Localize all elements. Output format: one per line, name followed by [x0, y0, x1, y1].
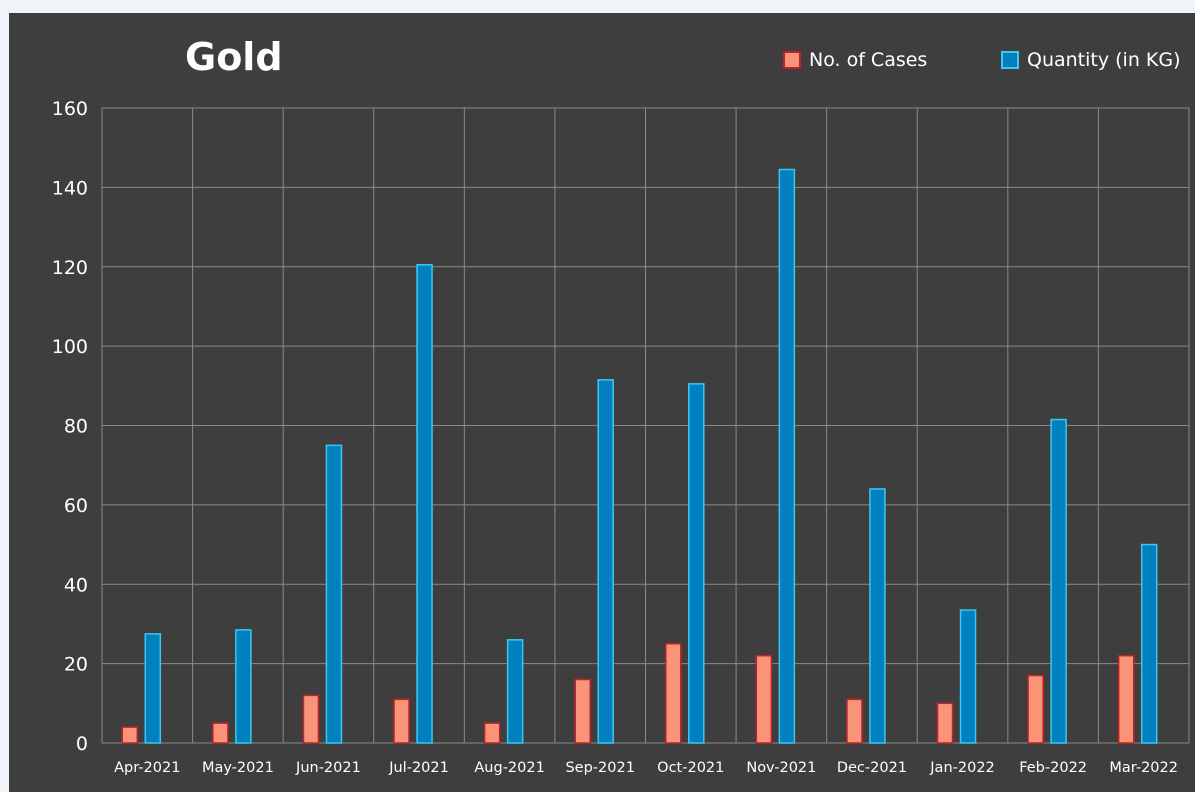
bar-cases — [483, 722, 501, 744]
bar-quantity — [688, 383, 705, 744]
y-tick-label: 140 — [52, 177, 88, 199]
bar-cases — [755, 654, 773, 744]
bar-cases — [121, 726, 139, 744]
x-tick-label: Jun-2021 — [295, 760, 361, 776]
x-tick-label: Jul-2021 — [388, 760, 449, 776]
legend-swatch-quantity — [1001, 51, 1019, 69]
y-tick-label: 0 — [76, 733, 88, 755]
bar-cases — [212, 722, 229, 744]
y-tick-label: 40 — [64, 574, 88, 596]
bar-quantity — [1050, 418, 1067, 744]
y-tick-label: 100 — [52, 336, 88, 358]
x-tick-label: Apr-2021 — [114, 760, 180, 776]
legend-item-quantity: Quantity (in KG) — [1001, 48, 1181, 72]
x-tick-label: Oct-2021 — [657, 760, 724, 776]
bar-quantity — [506, 639, 524, 744]
bar-cases — [1117, 654, 1135, 744]
x-tick-label: Aug-2021 — [474, 760, 544, 776]
y-tick-label: 160 — [52, 98, 88, 120]
bar-quantity — [144, 633, 162, 744]
y-tick-label: 60 — [64, 495, 88, 517]
bar-quantity — [778, 168, 796, 744]
bar-quantity — [959, 609, 977, 744]
y-tick-label: 20 — [64, 654, 88, 676]
legend-label-cases: No. of Cases — [809, 49, 928, 71]
bar-quantity — [416, 264, 433, 744]
x-tick-label: Jan-2022 — [929, 760, 995, 776]
bar-quantity — [235, 629, 252, 744]
bar-cases — [574, 678, 591, 744]
x-tick-label: Nov-2021 — [746, 760, 816, 776]
bar-quantity — [1140, 543, 1158, 744]
bar-cases — [1027, 674, 1044, 744]
bar-quantity — [869, 488, 886, 744]
bar-cases — [302, 694, 320, 744]
bar-cases — [936, 702, 954, 744]
x-tick-label: Dec-2021 — [837, 760, 907, 776]
bar-cases — [393, 698, 410, 744]
x-tick-label: May-2021 — [202, 760, 274, 776]
bar-quantity — [597, 379, 614, 744]
x-tick-label: Mar-2022 — [1109, 760, 1178, 776]
y-tick-label: 120 — [52, 257, 88, 279]
x-tick-label: Feb-2022 — [1019, 760, 1087, 776]
y-tick-label: 80 — [64, 416, 88, 438]
bar-cases — [665, 643, 682, 744]
x-tick-label: Sep-2021 — [565, 760, 634, 776]
chart-title: Gold — [185, 35, 283, 79]
legend-label-quantity: Quantity (in KG) — [1027, 49, 1181, 71]
legend-item-cases: No. of Cases — [783, 48, 927, 72]
legend-swatch-cases — [783, 51, 801, 69]
bar-quantity — [325, 444, 343, 744]
bar-cases — [846, 698, 863, 744]
